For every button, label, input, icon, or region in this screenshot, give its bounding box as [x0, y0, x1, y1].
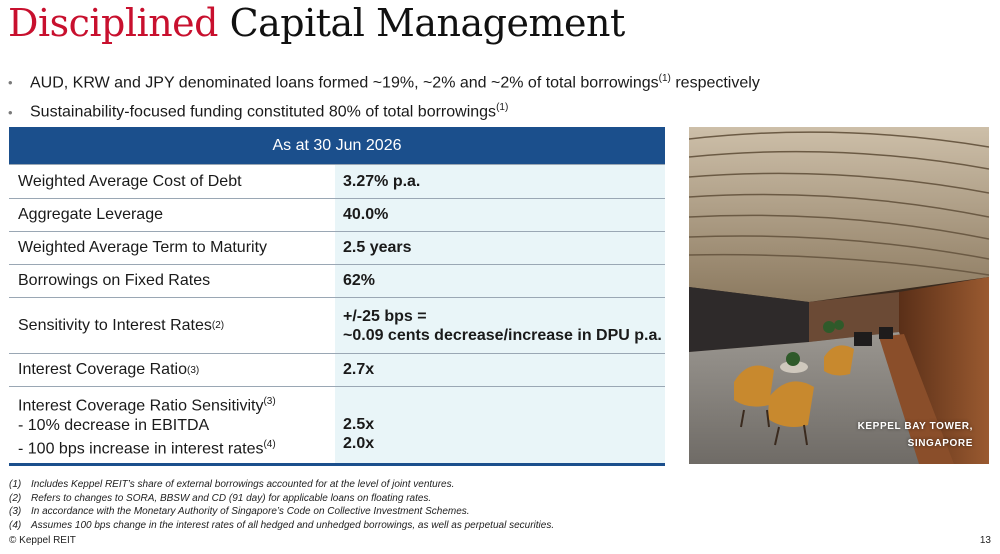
title-rest: Capital Management: [229, 1, 626, 45]
bullet-item: • Sustainability-focused funding constitu…: [8, 95, 760, 124]
photo-caption: KEPPEL BAY TOWER, SINGAPORE: [857, 421, 973, 449]
copyright-text: © Keppel REIT: [9, 535, 76, 546]
footnote-item: (4) Assumes 100 bps change in the interes…: [9, 519, 555, 531]
table-row: Aggregate Leverage 40.0%: [9, 198, 665, 231]
footnotes: (1) Includes Keppel REIT’s share of exter…: [9, 478, 554, 532]
bullet-item: • AUD, KRW and JPY denominated loans form…: [8, 66, 760, 95]
page-title: Disciplined Capital Management: [8, 0, 625, 46]
page-number: 13: [979, 535, 991, 546]
bullet-dot: •: [8, 75, 13, 91]
table-row: Interest Coverage Ratio (3) 2.7x: [9, 353, 665, 386]
table-row: Weighted Average Cost of Debt 3.27% p.a.: [9, 164, 665, 198]
footnote-item: (3) In accordance with the Monetary Autho…: [9, 506, 470, 517]
footnote-item: (2) Refers to changes to SORA, BBSW and C…: [9, 492, 432, 504]
office-interior-photo: KEPPEL BAY TOWER, SINGAPORE: [689, 127, 989, 464]
bullet-list: • AUD, KRW and JPY denominated loans form…: [8, 66, 760, 125]
table-row: Weighted Average Term to Maturity 2.5 ye…: [9, 231, 665, 264]
table-header-date: As at 30 Jun 2026: [272, 136, 402, 154]
office-interior-illustration: [689, 127, 989, 464]
table-row: Borrowings on Fixed Rates 62%: [9, 264, 665, 297]
table-row: Sensitivity to Interest Rates (2) +/-25 b…: [9, 297, 665, 353]
title-accent: Disciplined: [8, 1, 218, 45]
bullet-dot: •: [8, 104, 13, 120]
table-row: Interest Coverage Ratio Sensitivity(3) -…: [9, 386, 665, 463]
table-header: As at 30 Jun 2026: [9, 127, 665, 164]
capital-table: As at 30 Jun 2026 Weighted Average Cost …: [9, 127, 665, 466]
footnote-item: (1) Includes Keppel REIT’s share of exter…: [9, 479, 455, 490]
